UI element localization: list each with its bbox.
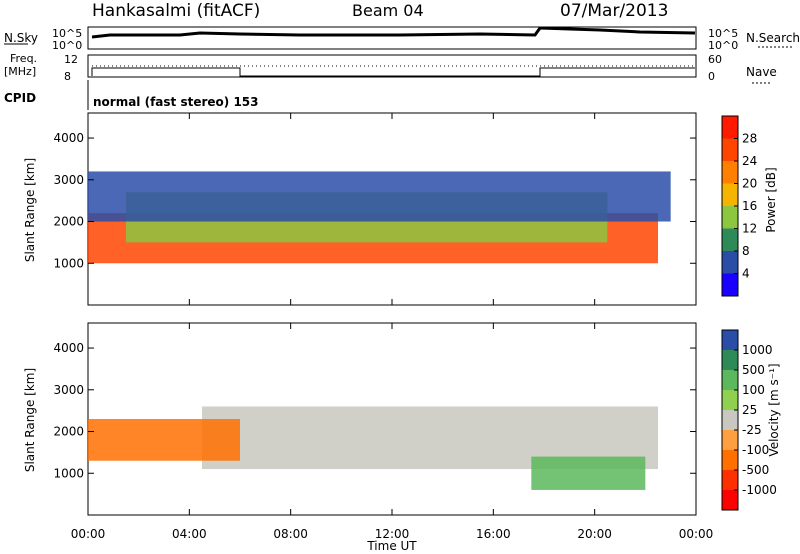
power-band-weak-echo [88,171,671,222]
colorbar-tick-label: -100 [742,443,769,457]
colorbar-tick-label: -500 [742,463,769,477]
colorbar-segment [722,390,738,410]
xtick-label: 08:00 [273,527,308,541]
velocity-colorbar-title: Velocity [m s⁻¹] [767,363,781,456]
colorbar-segment [722,470,738,490]
colorbar-segment [722,430,738,450]
power-heatmap-panel: Slant Range [km] 1000 2000 3000 4000 [23,112,697,306]
xtick-label: 20:00 [577,527,612,541]
power-colorbar-title: Power [dB] [764,167,778,232]
xtick-label: 12:00 [375,527,410,541]
colorbar-segment [722,273,738,296]
nave-tick-top: 60 [708,53,722,66]
nsearch-tick-top: 10^5 [708,27,738,40]
station-title: Hankasalmi (fitACF) [92,1,260,21]
nsky-label: N.Sky [4,31,38,45]
colorbar-segment [722,116,738,139]
nsky-tick-bottom: 10^0 [52,39,82,52]
freq-trace [91,67,695,77]
colorbar-segment [722,161,738,184]
xtick-label: 04:00 [172,527,207,541]
colorbar-tick-label: 28 [742,132,757,146]
cpid-panel: CPID normal (fast stereo) 153 [4,80,259,110]
date-title: 07/Mar/2013 [560,1,668,21]
power-ylabel: Slant Range [km] [23,158,37,262]
nsky-tick-top: 10^5 [52,27,82,40]
ytick-label: 1000 [53,256,84,270]
colorbar-segment [722,370,738,390]
time-axis-label: Time UT [366,539,417,553]
xtick-label: 16:00 [476,527,511,541]
ytick-label: 2000 [53,425,84,439]
power-yticks: 1000 2000 3000 4000 [53,131,696,270]
ytick-label: 3000 [53,383,84,397]
colorbar-segment [722,330,738,350]
colorbar-segment [722,206,738,229]
cpid-text: normal (fast stereo) 153 [93,95,259,109]
freq-label-2: [MHz] [4,65,36,78]
colorbar-segment [722,183,738,206]
cpid-label: CPID [4,91,36,105]
velocity-colorbar: 1000 500 100 25 -25 -100 -500 -1000 [721,329,777,511]
nsky-frame [87,26,697,50]
colorbar-segment [722,410,738,430]
nsearch-label: N.Search [746,31,800,45]
xtick-label: 00:00 [71,527,106,541]
freq-label-1: Freq. [10,52,37,65]
freq-panel: Freq. [MHz] 12 8 60 0 Nave [4,52,777,84]
vel-band-positive-flow [531,456,646,490]
colorbar-segment [722,450,738,470]
colorbar-tick-label: 500 [742,363,765,377]
colorbar-tick-label: 25 [742,403,757,417]
xtick-label: 00:00 [679,527,714,541]
freq-tick-bottom: 8 [64,70,71,83]
colorbar-segment [722,138,738,161]
ytick-label: 2000 [53,215,84,229]
ytick-label: 1000 [53,466,84,480]
ytick-label: 3000 [53,173,84,187]
time-axis: 00:00 04:00 08:00 12:00 16:00 20:00 00:00 [71,113,714,541]
ytick-label: 4000 [53,131,84,145]
velocity-yticks: 1000 2000 3000 4000 [53,341,696,480]
colorbar-tick-label: -1000 [742,483,777,497]
velocity-heatmap-panel: Slant Range [km] 1000 2000 3000 4000 [23,322,697,516]
colorbar-tick-label: -25 [742,423,762,437]
nsearch-tick-bottom: 10^0 [708,39,738,52]
colorbar-tick-label: 8 [742,244,750,258]
nave-tick-bottom: 0 [708,70,715,83]
nsky-panel: N.Sky 10^5 10^0 10^5 10^0 N.Search [4,26,800,52]
power-colorbar: 28 24 20 16 12 8 4 [721,115,757,297]
colorbar-tick-label: 12 [742,222,757,236]
power-echo-bands [88,171,671,264]
velocity-ylabel: Slant Range [km] [23,368,37,472]
colorbar-tick-label: 16 [742,199,757,213]
colorbar-tick-label: 24 [742,154,757,168]
colorbar-segment [722,228,738,251]
colorbar-tick-label: 100 [742,383,765,397]
colorbar-segment [722,490,738,510]
colorbar-tick-label: 4 [742,267,750,281]
freq-frame [87,54,697,78]
freq-tick-top: 12 [64,53,78,66]
colorbar-tick-label: 20 [742,177,757,191]
vel-band-negative-flow [88,419,240,461]
colorbar-tick-label: 1000 [742,343,773,357]
beam-title: Beam 04 [352,1,424,20]
colorbar-frame [721,329,739,511]
colorbar-segment [722,251,738,274]
velocity-echo-bands [88,406,658,490]
nave-label: Nave [746,65,777,79]
nsky-trace [91,26,696,39]
ytick-label: 4000 [53,341,84,355]
colorbar-segment [722,350,738,370]
